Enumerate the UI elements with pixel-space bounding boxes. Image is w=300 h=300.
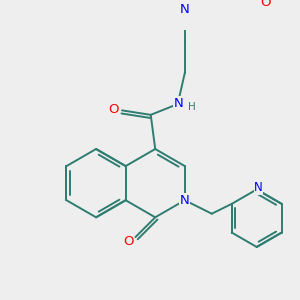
Text: O: O <box>123 235 134 248</box>
Text: N: N <box>180 3 190 16</box>
Text: H: H <box>188 102 196 112</box>
Text: O: O <box>109 103 119 116</box>
Text: N: N <box>180 194 190 207</box>
Text: N: N <box>254 181 263 194</box>
Text: O: O <box>260 0 271 9</box>
Text: N: N <box>174 97 184 110</box>
